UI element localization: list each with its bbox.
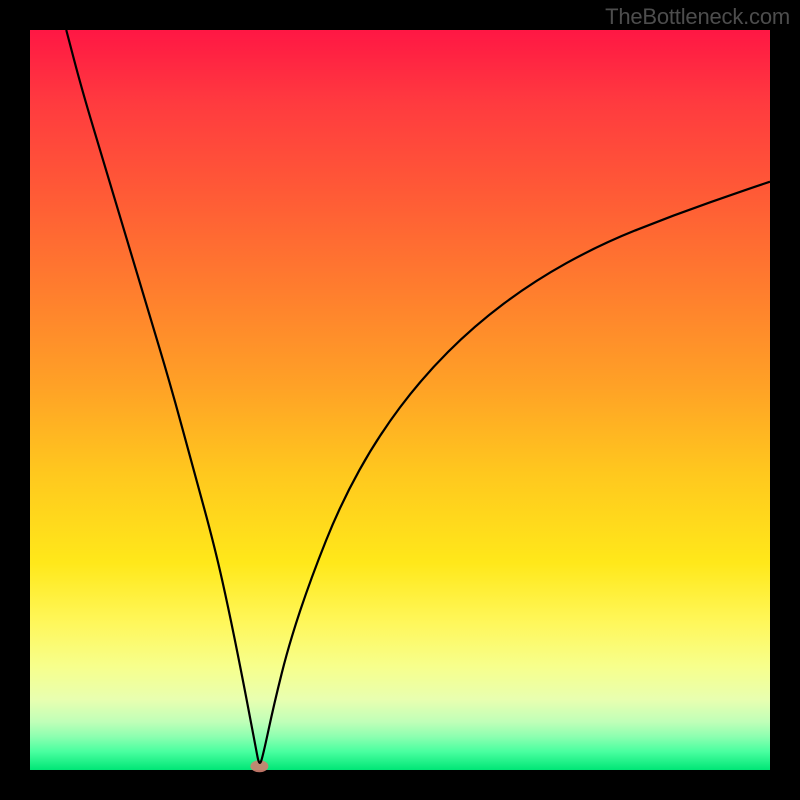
watermark-text: TheBottleneck.com	[605, 4, 790, 30]
bottleneck-chart	[0, 0, 800, 800]
plot-background	[30, 30, 770, 770]
